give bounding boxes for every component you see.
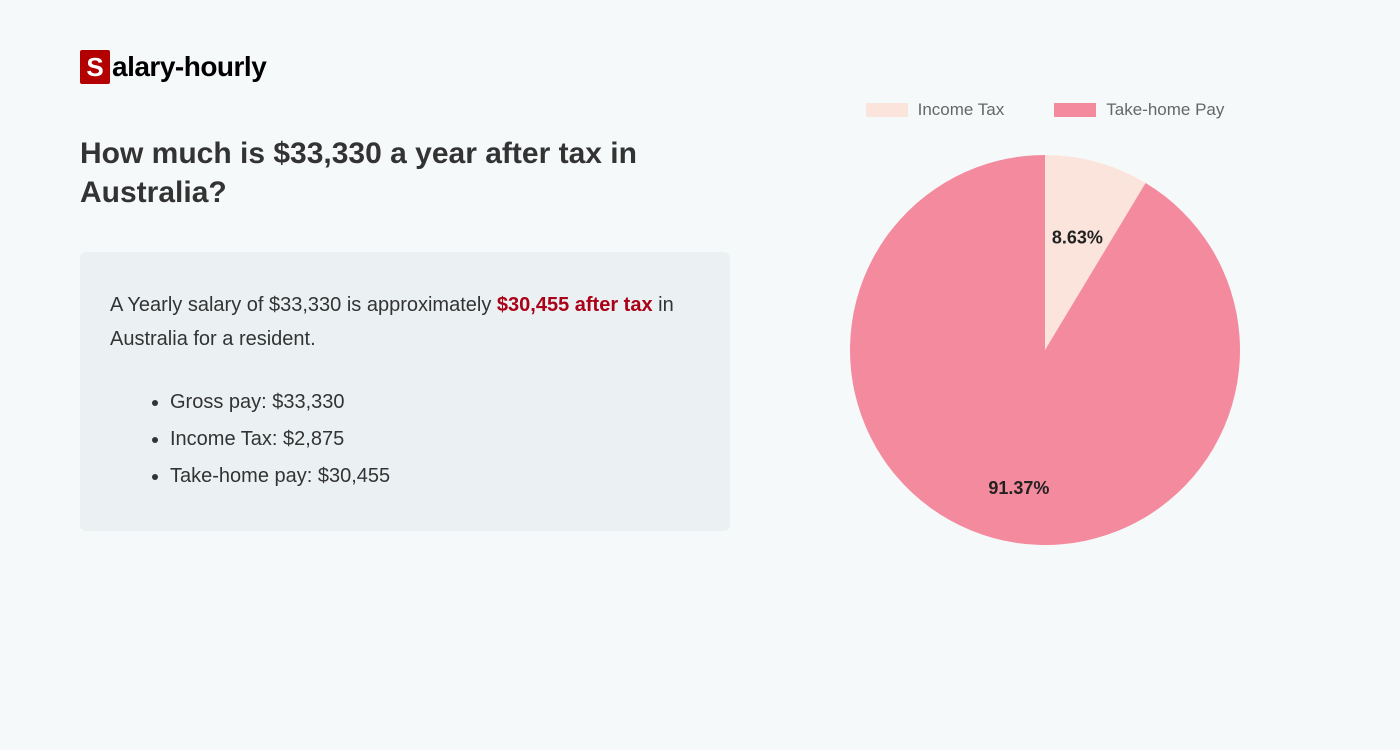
summary-sentence: A Yearly salary of $33,330 is approximat… bbox=[110, 288, 700, 356]
list-item: Take-home pay: $30,455 bbox=[170, 458, 700, 495]
legend-item-income-tax: Income Tax bbox=[866, 100, 1005, 120]
legend-label: Income Tax bbox=[918, 100, 1005, 120]
list-item: Gross pay: $33,330 bbox=[170, 384, 700, 421]
list-item: Income Tax: $2,875 bbox=[170, 421, 700, 458]
chart-legend: Income Tax Take-home Pay bbox=[770, 100, 1320, 120]
logo-box: S bbox=[80, 50, 110, 84]
legend-swatch bbox=[1054, 103, 1096, 117]
summary-highlight: $30,455 after tax bbox=[497, 294, 653, 316]
page-title: How much is $33,330 a year after tax in … bbox=[80, 134, 640, 212]
legend-label: Take-home Pay bbox=[1106, 100, 1224, 120]
pie-slice-label: 8.63% bbox=[1052, 228, 1103, 248]
pie-slice-label: 91.37% bbox=[988, 478, 1049, 498]
legend-item-take-home: Take-home Pay bbox=[1054, 100, 1224, 120]
summary-box: A Yearly salary of $33,330 is approximat… bbox=[80, 252, 730, 531]
brand-logo: S alary-hourly bbox=[80, 50, 730, 84]
legend-swatch bbox=[866, 103, 908, 117]
pie-chart: 8.63% 91.37% bbox=[770, 130, 1320, 570]
logo-text: alary-hourly bbox=[112, 51, 266, 83]
summary-list: Gross pay: $33,330 Income Tax: $2,875 Ta… bbox=[110, 384, 700, 495]
summary-prefix: A Yearly salary of $33,330 is approximat… bbox=[110, 294, 497, 316]
